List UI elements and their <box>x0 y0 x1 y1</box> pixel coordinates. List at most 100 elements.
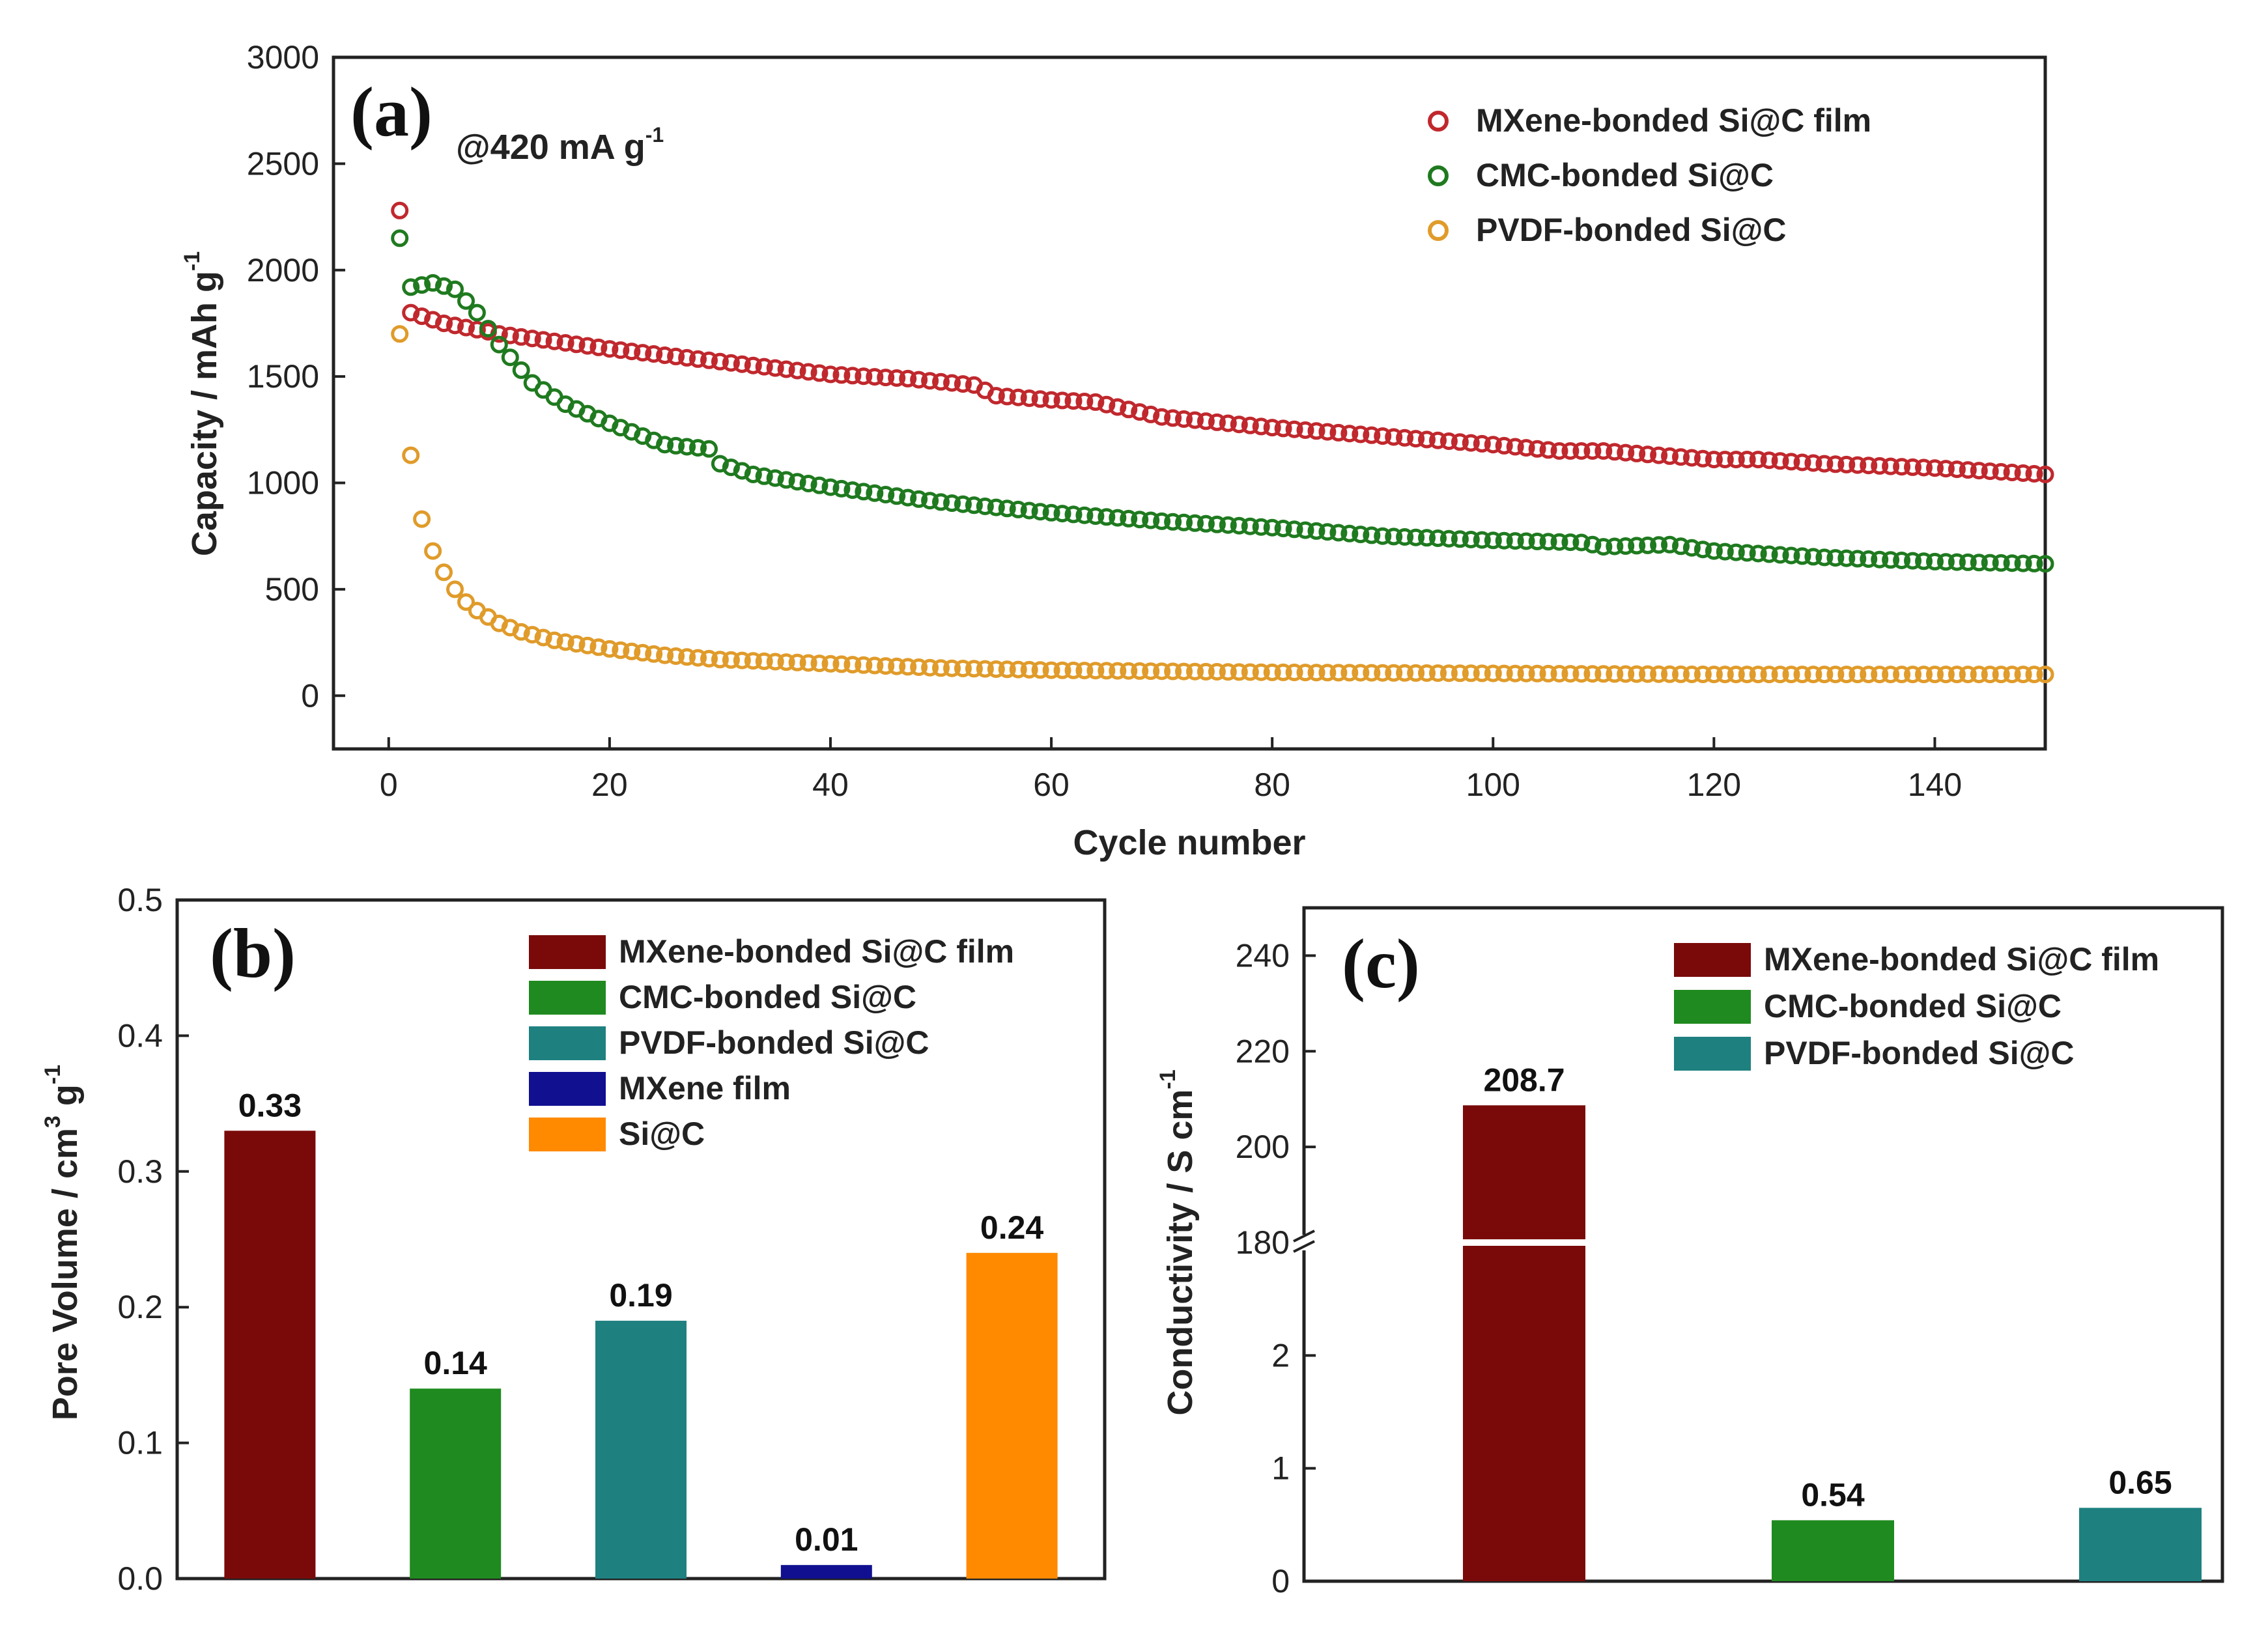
data-point <box>435 315 453 332</box>
y-tick-label: 0.2 <box>117 1289 163 1325</box>
data-point <box>998 387 1016 406</box>
data-point <box>1418 529 1436 547</box>
data-point <box>1352 425 1370 443</box>
axis-break-mark <box>1293 1230 1315 1243</box>
data-point <box>1561 665 1580 683</box>
data-point <box>1826 549 1845 567</box>
data-point <box>1142 511 1160 529</box>
panel-a-line-chart: 0 20 40 60 80 100 120 140 0 500 1000 1500 2000 2500 3… <box>180 39 2054 862</box>
data-point <box>413 276 431 294</box>
legend-label-mxene: MXene-bonded Si@C film <box>619 933 1014 970</box>
data-point <box>678 648 696 666</box>
data-point <box>1936 553 1955 571</box>
data-point <box>777 653 795 671</box>
data-point <box>1561 442 1580 460</box>
panel-b-label: (b) <box>210 915 296 992</box>
data-point <box>1727 451 1745 469</box>
data-point <box>1241 517 1259 535</box>
data-point <box>1970 666 1988 684</box>
bar <box>1772 1520 1894 1581</box>
y-tick-label: 0.0 <box>117 1560 163 1597</box>
data-point <box>899 369 917 387</box>
data-point <box>1926 459 1944 477</box>
legend-label-sic: Si@C <box>619 1116 705 1152</box>
panel-c-y-axis-label: Conductivity / S cm-1 <box>1155 1069 1200 1415</box>
data-point <box>1595 442 1613 460</box>
data-point <box>1837 666 1856 684</box>
panel-c-legend: MXene-bonded Si@C film CMC-bonded Si@C P… <box>1674 941 2159 1071</box>
data-point <box>932 493 950 511</box>
data-point <box>777 471 795 489</box>
data-point <box>1650 536 1668 554</box>
data-point <box>413 510 431 528</box>
data-point <box>1164 662 1182 681</box>
y-tick-label: 0.5 <box>117 882 163 918</box>
panel-a-plot-frame <box>332 55 2047 751</box>
data-point <box>1815 666 1834 684</box>
data-point <box>1307 422 1325 440</box>
data-point <box>1572 665 1591 683</box>
data-point <box>512 328 530 346</box>
data-point <box>1771 546 1789 564</box>
data-point <box>623 642 641 660</box>
data-point <box>1760 451 1778 470</box>
data-point <box>921 658 939 677</box>
data-point <box>1849 456 1867 474</box>
data-point <box>1086 393 1105 411</box>
data-point <box>998 499 1016 518</box>
data-point <box>821 478 840 496</box>
data-point <box>810 476 829 494</box>
data-point <box>1385 528 1403 546</box>
data-point <box>1274 419 1292 438</box>
data-point <box>1738 451 1756 469</box>
data-point <box>1782 666 1800 684</box>
data-point <box>678 438 696 456</box>
legend-swatch-pvdf <box>1674 1037 1751 1071</box>
data-point <box>910 490 928 508</box>
panel-c-y-ticks: 0 1 2 180 200 220 240 <box>1236 937 1317 1599</box>
data-point <box>1583 535 1602 554</box>
y-tick-label: 1500 <box>247 358 319 395</box>
data-point <box>1694 541 1712 559</box>
data-point <box>1086 662 1105 680</box>
data-point <box>1318 423 1337 441</box>
bar-value-label: 0.24 <box>980 1209 1044 1246</box>
data-point <box>1904 458 1921 476</box>
data-point <box>1860 666 1878 684</box>
data-point <box>1959 666 1977 684</box>
data-point <box>832 479 851 498</box>
data-point <box>1705 451 1723 469</box>
data-point <box>1429 664 1447 682</box>
data-point <box>545 332 563 350</box>
data-point <box>788 653 806 671</box>
data-point <box>1131 511 1149 529</box>
data-point <box>866 368 884 386</box>
data-point <box>1860 457 1878 475</box>
data-point <box>888 369 906 387</box>
data-point <box>678 348 696 367</box>
data-point <box>987 498 1005 516</box>
bar-break-gap <box>1463 1239 1585 1246</box>
data-point <box>1329 664 1348 682</box>
data-point <box>1064 505 1083 524</box>
data-point <box>1849 550 1867 568</box>
data-point <box>932 659 950 677</box>
data-point <box>1628 444 1646 462</box>
data-point <box>589 638 608 656</box>
data-point <box>1009 660 1027 679</box>
data-point <box>1230 516 1248 535</box>
data-point <box>1429 529 1447 547</box>
data-point <box>766 469 784 487</box>
data-point <box>1793 547 1811 565</box>
data-point <box>866 656 884 675</box>
data-point <box>1352 664 1370 682</box>
data-point <box>1263 518 1281 537</box>
data-point <box>523 626 541 644</box>
data-point <box>976 660 994 678</box>
data-point <box>1826 666 1845 684</box>
legend-swatch-sic <box>529 1118 606 1151</box>
bar <box>224 1131 316 1579</box>
data-point <box>1098 508 1116 526</box>
data-point <box>402 278 420 296</box>
data-point <box>2036 666 2054 684</box>
